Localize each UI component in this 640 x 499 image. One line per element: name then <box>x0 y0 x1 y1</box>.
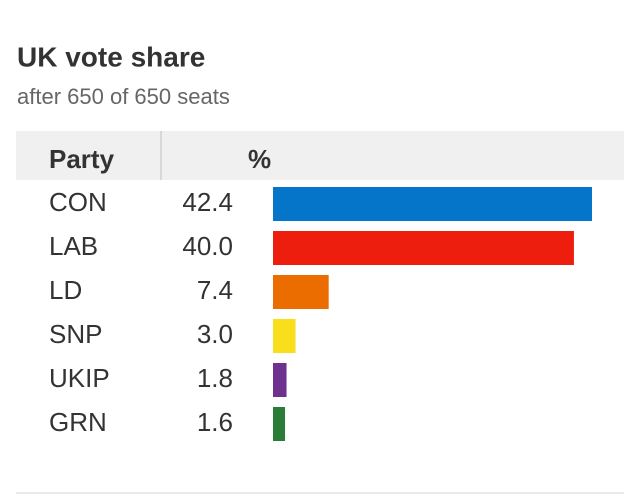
chart-subtitle: after 650 of 650 seats <box>17 84 230 109</box>
party-label: LAB <box>49 231 98 261</box>
value-label: 3.0 <box>197 319 233 349</box>
column-header: Party <box>49 144 115 174</box>
bar <box>273 407 286 441</box>
party-label: LD <box>49 275 82 305</box>
value-label: 7.4 <box>197 275 233 305</box>
value-label: 1.6 <box>197 407 233 437</box>
column-header: % <box>248 144 271 174</box>
party-label: CON <box>49 187 107 217</box>
header-band <box>16 131 624 180</box>
value-label: 40.0 <box>182 231 233 261</box>
chart-title: UK vote share <box>17 41 205 72</box>
party-label: UKIP <box>49 363 110 393</box>
bar <box>273 319 296 353</box>
party-label: SNP <box>49 319 102 349</box>
value-label: 42.4 <box>182 187 233 217</box>
bar <box>273 275 329 309</box>
bar <box>273 231 574 265</box>
party-label: GRN <box>49 407 107 437</box>
bar <box>273 363 287 397</box>
value-label: 1.8 <box>197 363 233 393</box>
bar <box>273 187 592 221</box>
